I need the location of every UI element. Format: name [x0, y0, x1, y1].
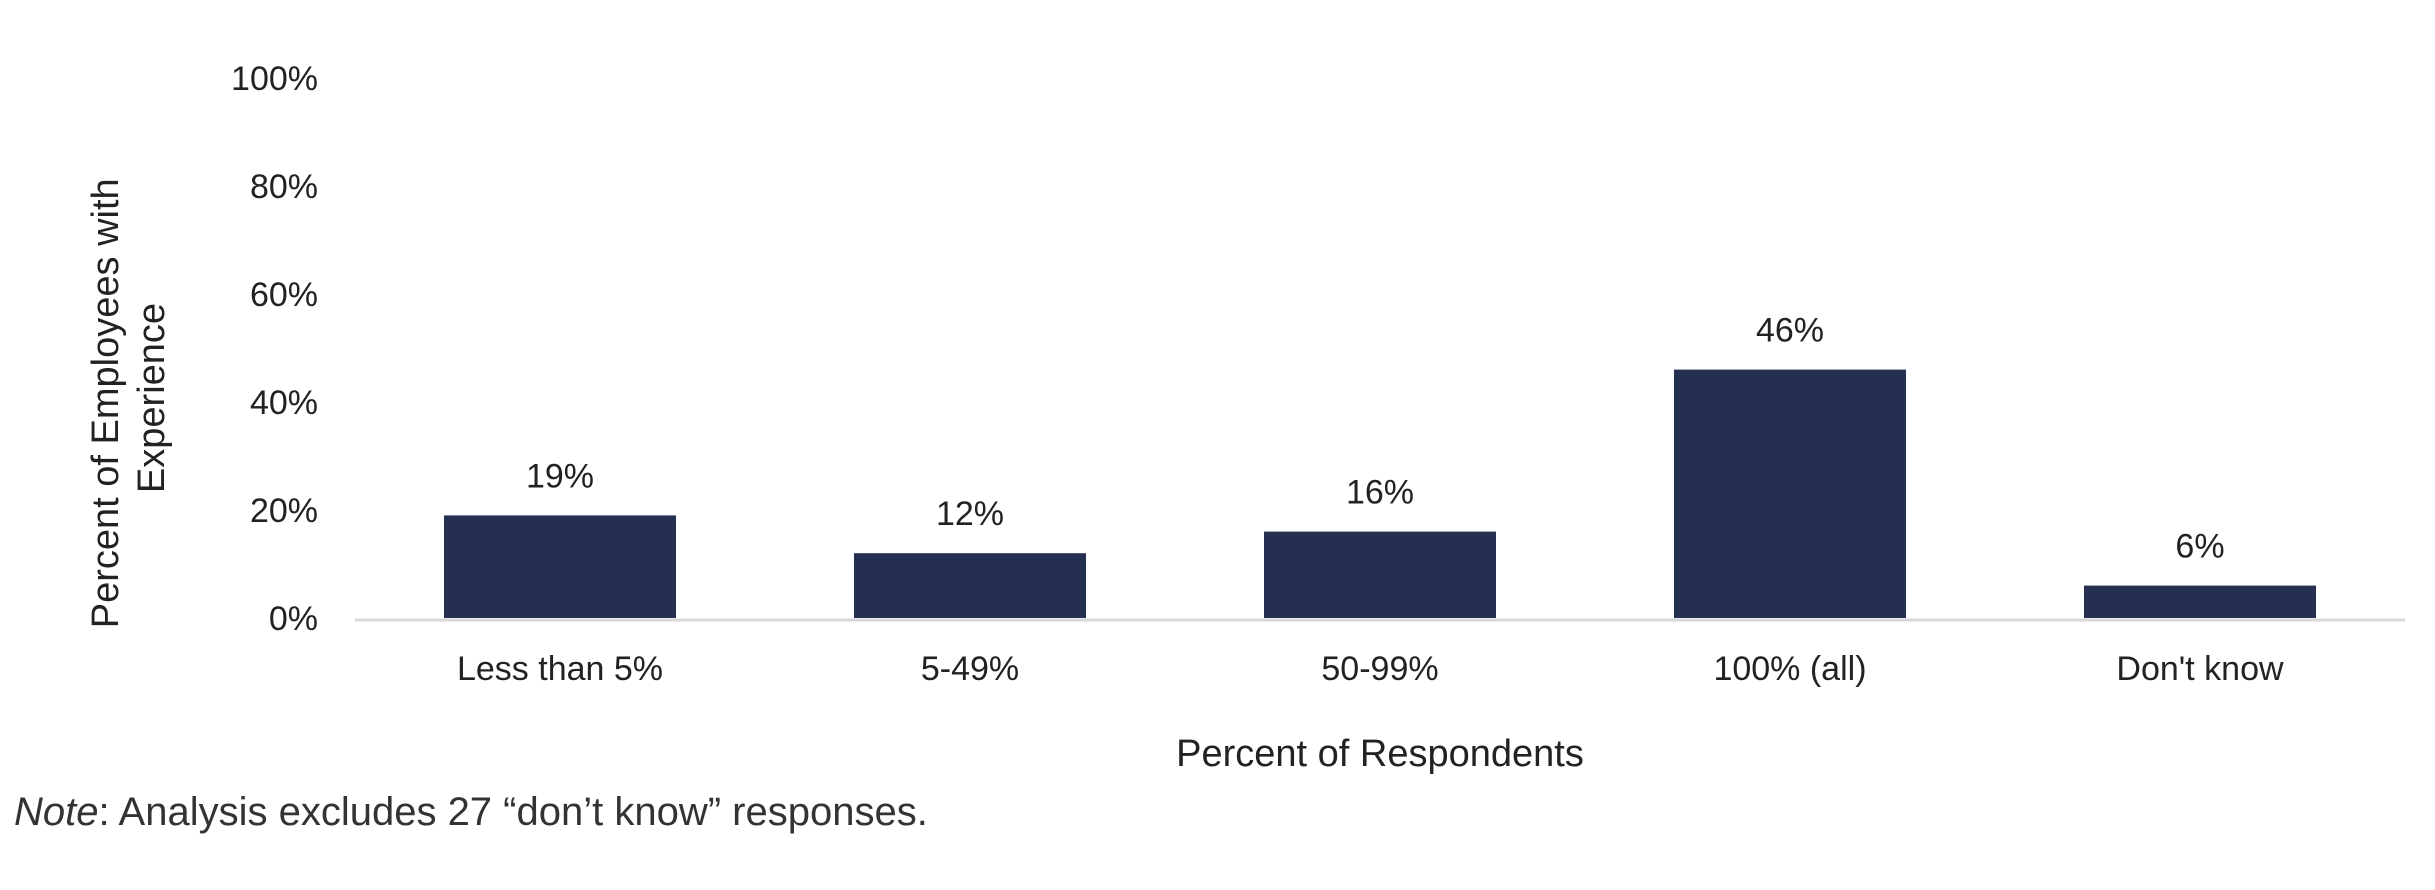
bar: [2084, 585, 2316, 618]
y-tick-label: 60%: [250, 276, 318, 314]
bar: [1674, 369, 1906, 618]
data-label: 16%: [1346, 474, 1414, 512]
data-label: 46%: [1756, 312, 1824, 350]
x-tick-label: 5-49%: [921, 650, 1019, 688]
data-label: 19%: [526, 457, 594, 495]
y-tick-label: 20%: [250, 492, 318, 530]
x-tick-label: Less than 5%: [457, 650, 663, 688]
x-tick-label: 100% (all): [1713, 650, 1866, 688]
y-axis-title-line-2: Experience: [131, 303, 173, 493]
data-label: 12%: [936, 495, 1004, 533]
x-tick-label: 50-99%: [1321, 650, 1438, 688]
x-axis-title: Percent of Respondents: [1176, 733, 1584, 775]
x-axis-ticks: Less than 5% 5-49% 50-99% 100% (all) Don't k…: [457, 650, 2284, 688]
y-axis-title: Percent of Employees with Experience: [85, 168, 173, 628]
bar: [854, 553, 1086, 618]
y-tick-label: 80%: [250, 168, 318, 206]
bar: [444, 515, 676, 618]
y-tick-label: 40%: [250, 384, 318, 422]
chart-note: Note: Analysis excludes 27 “don’t know” …: [14, 790, 928, 835]
note-text: : Analysis excludes 27 “don’t know” resp…: [98, 790, 928, 834]
note-prefix: Note: [14, 790, 99, 834]
x-tick-label: Don't know: [2116, 650, 2284, 688]
y-axis-ticks: 0% 20% 40% 60% 80% 100%: [231, 60, 318, 638]
bar: [1264, 531, 1496, 618]
y-axis-title-line-1: Percent of Employees with: [85, 178, 127, 628]
bars: 19% 12% 16% 46% 6%: [444, 312, 2316, 618]
y-tick-label: 0%: [269, 600, 318, 638]
data-label: 6%: [2175, 528, 2224, 566]
y-tick-label: 100%: [231, 60, 318, 98]
